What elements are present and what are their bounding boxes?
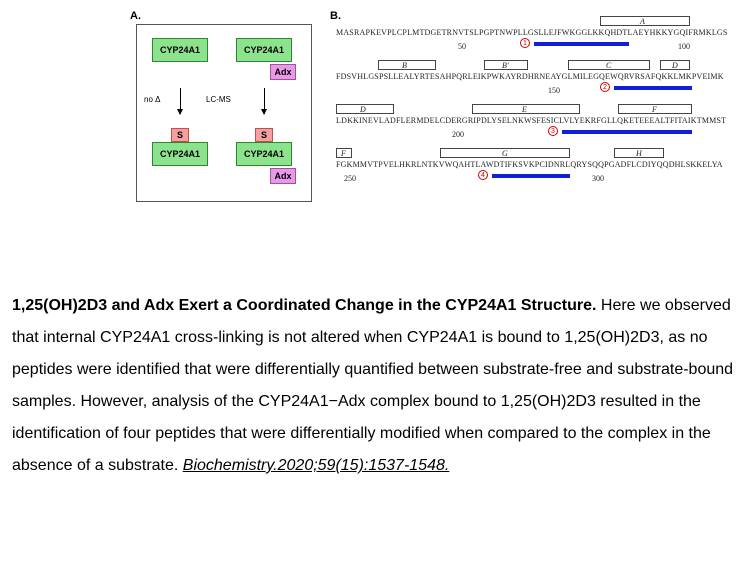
pos-150: 150 [548, 86, 560, 95]
seq-row-2: FDSVHLGSPSLLEALYRTESAHPQRLEIKPWKAYRDHRNE… [336, 72, 724, 81]
figure-area: A. CYP24A1 CYP24A1 Adx no Δ LC-MS S CYP2… [130, 10, 730, 220]
region-label-C: C [606, 61, 611, 70]
pos-100: 100 [678, 42, 690, 51]
region-label-H: H [636, 149, 642, 158]
panel-a-label: A. [130, 10, 141, 22]
pos-200: 200 [452, 130, 464, 139]
caption-citation: Biochemistry.2020;59(15):1537-1548. [183, 457, 450, 474]
seq-row-1: MASRAPKEVPLCPLMTDGETRNVTSLPGPTNWPLLGSLLE… [336, 28, 728, 37]
red-circle-1: 1 [520, 38, 530, 48]
region-label-B: B [402, 61, 407, 70]
blue-bar-4 [492, 174, 570, 178]
pos-300: 300 [592, 174, 604, 183]
blue-bar-1 [534, 42, 629, 46]
cyp-box-top-left: CYP24A1 [152, 38, 208, 62]
red-circle-3: 3 [548, 126, 558, 136]
figure-caption: 1,25(OH)2D3 and Adx Exert a Coordinated … [12, 290, 747, 482]
red-circle-2: 2 [600, 82, 610, 92]
region-label-E: E [522, 105, 527, 114]
panel-a: A. CYP24A1 CYP24A1 Adx no Δ LC-MS S CYP2… [130, 10, 320, 210]
caption-title: 1,25(OH)2D3 and Adx Exert a Coordinated … [12, 297, 596, 314]
blue-bar-3 [562, 130, 692, 134]
s-box-right: S [255, 128, 273, 142]
seq-row-3: LDKKINEVLADFLERMDELCDERGRIPDLYSELNKWSFES… [336, 116, 726, 125]
caption-body: Here we observed that internal CYP24A1 c… [12, 297, 733, 474]
cyp-box-top-right: CYP24A1 [236, 38, 292, 62]
no-delta-label: no Δ [144, 95, 160, 104]
blue-bar-2 [614, 86, 692, 90]
region-label-G: G [502, 149, 508, 158]
panel-b-label: B. [330, 10, 341, 22]
region-label-Bp: B' [502, 61, 509, 70]
region-label-F2: F [341, 149, 346, 158]
adx-box-bottom: Adx [270, 168, 296, 184]
region-box-A [600, 16, 690, 26]
s-box-left: S [171, 128, 189, 142]
arrow-left [180, 88, 181, 114]
arrow-right [264, 88, 265, 114]
region-label-D: D [672, 61, 678, 70]
lcms-label: LC-MS [206, 95, 231, 104]
cyp-box-bottom-right: CYP24A1 [236, 142, 292, 166]
region-label-F: F [652, 105, 657, 114]
panel-b: B. MASRAPKEVPLCPLMTDGETRNVTSLPGPTNWPLLGS… [330, 10, 730, 210]
seq-row-4: FGKMMVTPVELHKRLNTKVWQAHTLAWDTIFKSVKPCIDN… [336, 160, 723, 169]
region-label-A: A [640, 17, 645, 26]
region-label-D2: D [360, 105, 366, 114]
region-box-B [378, 60, 436, 70]
red-circle-4: 4 [478, 170, 488, 180]
cyp-box-bottom-left: CYP24A1 [152, 142, 208, 166]
adx-box-top: Adx [270, 64, 296, 80]
pos-50: 50 [458, 42, 466, 51]
pos-250: 250 [344, 174, 356, 183]
